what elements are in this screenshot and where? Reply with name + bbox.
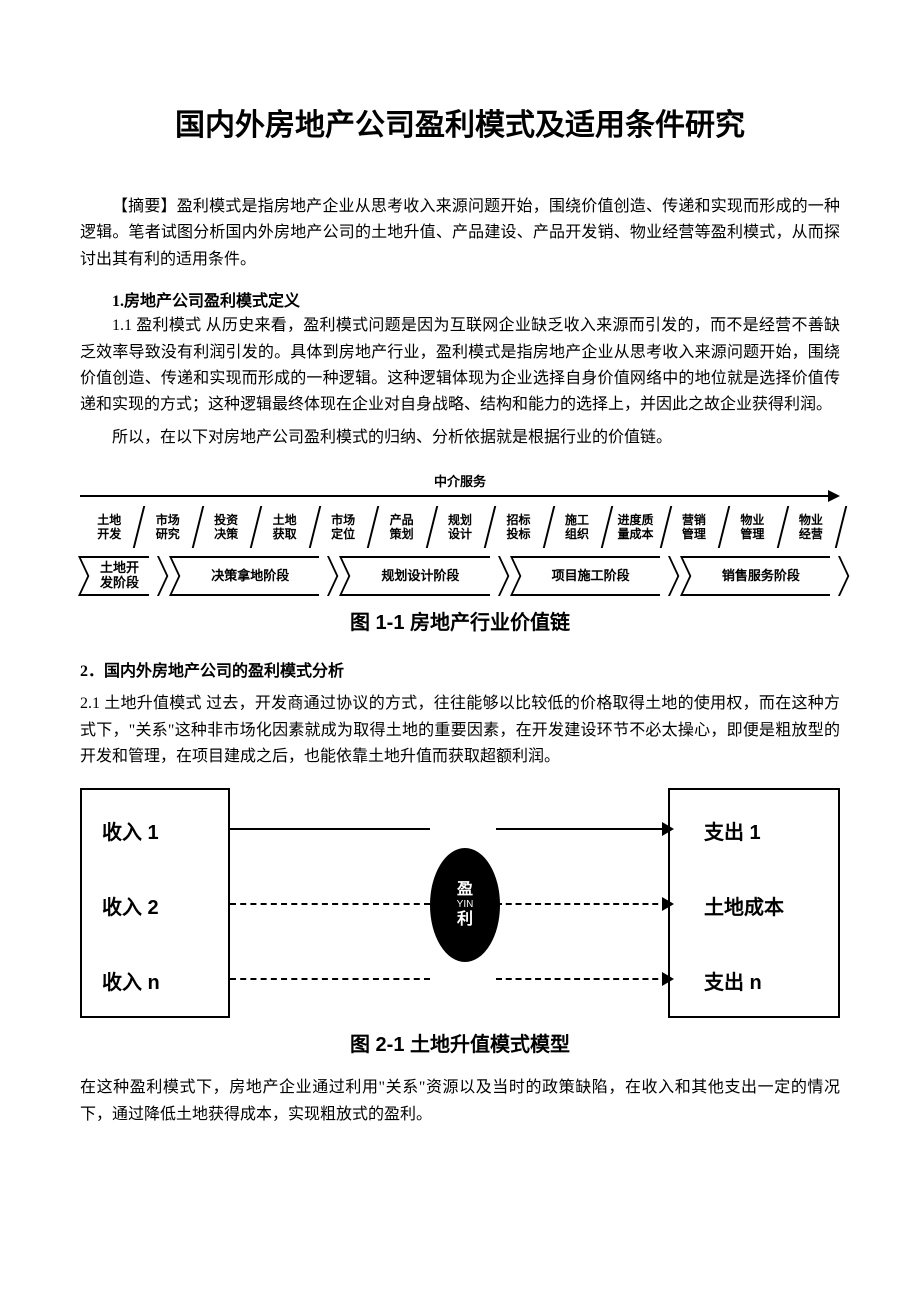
stage-line2: 投标	[507, 527, 531, 541]
figure-1-stage-item: 规划设计	[431, 504, 489, 550]
figure-2-connector-line	[230, 903, 430, 905]
figure-1-stage-item: 投资决策	[197, 504, 255, 550]
figure-2: 盈 YIN 利 收入 1 收入 2 收入 n 支出 1 土地成本支出 n	[80, 788, 840, 1018]
closing-paragraph: 在这种盈利模式下，房地产企业通过利用"关系"资源以及当时的政策缺陷，在收入和其他…	[80, 1075, 840, 1128]
phase-label: 销售服务阶段	[722, 569, 800, 584]
stage-line1: 规划	[448, 513, 472, 527]
figure-2-right-row-label: 支出 1	[704, 816, 761, 845]
section-2-p1-lead: 2.1 土地升值模式	[80, 695, 202, 712]
phase-label: 规划设计阶段	[381, 569, 459, 584]
figure-2-connector-line	[496, 978, 668, 980]
document-page: 国内外房地产公司盈利模式及适用条件研究 【摘要】盈利模式是指房地产企业从思考收入…	[0, 0, 920, 1302]
figure-2-connector-line	[230, 828, 430, 830]
stage-line1: 市场	[156, 513, 180, 527]
section-2-p1: 2.1 土地升值模式 过去，开发商通过协议的方式，往往能够以比较低的价格取得土地…	[80, 691, 840, 770]
figure-2-caption: 图 2-1 土地升值模式模型	[80, 1028, 840, 1057]
stage-line1: 物业	[799, 513, 823, 527]
stage-line2: 研究	[156, 527, 180, 541]
section-1-p1: 1.1 盈利模式 从历史来看，盈利模式问题是因为互联网企业缺乏收入来源而引发的，…	[80, 313, 840, 419]
figure-1-stage-item: 产品策划	[372, 504, 430, 550]
figure-1-caption: 图 1-1 房地产行业价值链	[80, 606, 840, 635]
stage-line2: 决策	[214, 527, 238, 541]
figure-1-stage-item: 物业经营	[782, 504, 840, 550]
stage-line1: 土地	[97, 513, 121, 527]
figure-1-top-label: 中介服务	[80, 471, 840, 490]
abstract-paragraph: 【摘要】盈利模式是指房地产企业从思考收入来源问题开始，围绕价值创造、传递和实现而…	[80, 194, 840, 273]
stage-line2: 经营	[799, 527, 823, 541]
stage-line2: 设计	[448, 527, 472, 541]
stage-line2: 管理	[682, 527, 706, 541]
figure-1-stage-item: 土地获取	[255, 504, 313, 550]
figure-2-center-sub: YIN	[457, 900, 474, 910]
figure-2-connector-line	[496, 903, 668, 905]
section-1-p2: 所以，在以下对房地产公司盈利模式的归纳、分析依据就是根据行业的价值链。	[80, 425, 840, 451]
phase-label: 土地开 发阶段	[100, 561, 139, 591]
stage-line1: 投资	[214, 513, 238, 527]
figure-2-center-bottom: 利	[457, 910, 473, 930]
section-1-p1-lead: 1.1 盈利模式	[112, 317, 201, 334]
section-1-heading: 1.房地产公司盈利模式定义	[80, 287, 840, 311]
figure-1-stage-item: 市场定位	[314, 504, 372, 550]
document-title: 国内外房地产公司盈利模式及适用条件研究	[80, 100, 840, 144]
figure-2-connector-line	[496, 828, 668, 830]
figure-1: 中介服务 土地开发市场研究投资决策土地获取市场定位产品策划规划设计招标投标施工组…	[80, 471, 840, 596]
stage-line1: 市场	[331, 513, 355, 527]
figure-1-stage-item: 营销管理	[665, 504, 723, 550]
figure-1-stage-item: 施工组织	[548, 504, 606, 550]
figure-2-left-row-label: 收入 1	[102, 816, 159, 845]
stage-line1: 产品	[390, 513, 414, 527]
figure-2-left-row-label: 收入 n	[102, 966, 160, 995]
stage-line2: 定位	[331, 527, 355, 541]
section-2-heading: 2．国内外房地产公司的盈利模式分析	[80, 657, 840, 681]
stage-line1: 招标	[507, 513, 531, 527]
stage-line1: 营销	[682, 513, 706, 527]
figure-1-stage-item: 土地开发	[80, 504, 138, 550]
figure-2-right-row-label: 土地成本	[704, 891, 784, 920]
figure-1-stage-item: 市场研究	[138, 504, 196, 550]
figure-1-phases-row: 土地开 发阶段 决策拿地阶段 规划设计阶段 项目施工阶段 销售服务阶段	[80, 556, 840, 596]
figure-1-stage-item: 进度质量成本	[606, 504, 664, 550]
figure-2-center-oval: 盈 YIN 利	[430, 848, 500, 962]
figure-1-phase-item: 土地开 发阶段	[80, 556, 159, 596]
figure-1-phase-item: 项目施工阶段	[512, 556, 670, 596]
figure-1-arrow	[80, 492, 840, 500]
stage-line2: 管理	[740, 527, 764, 541]
stage-line2: 策划	[390, 527, 414, 541]
stage-line1: 土地	[273, 513, 297, 527]
figure-2-left-row-label: 收入 2	[102, 891, 159, 920]
figure-2-right-row-label: 支出 n	[704, 966, 762, 995]
stage-line1: 进度质	[617, 513, 653, 527]
figure-1-stage-item: 招标投标	[489, 504, 547, 550]
stage-line2: 组织	[565, 527, 589, 541]
phase-label: 项目施工阶段	[552, 569, 630, 584]
figure-1-phase-item: 决策拿地阶段	[171, 556, 329, 596]
phase-label: 决策拿地阶段	[211, 569, 289, 584]
stage-line2: 开发	[97, 527, 121, 541]
figure-1-phase-item: 销售服务阶段	[682, 556, 840, 596]
stage-line2: 量成本	[617, 527, 653, 541]
figure-1-stages-row: 土地开发市场研究投资决策土地获取市场定位产品策划规划设计招标投标施工组织进度质量…	[80, 504, 840, 550]
figure-2-connector-line	[230, 978, 430, 980]
figure-2-center-top: 盈	[457, 880, 473, 900]
stage-line1: 施工	[565, 513, 589, 527]
stage-line2: 获取	[273, 527, 297, 541]
figure-1-phase-item: 规划设计阶段	[341, 556, 499, 596]
figure-1-stage-item: 物业管理	[723, 504, 781, 550]
stage-line1: 物业	[740, 513, 764, 527]
